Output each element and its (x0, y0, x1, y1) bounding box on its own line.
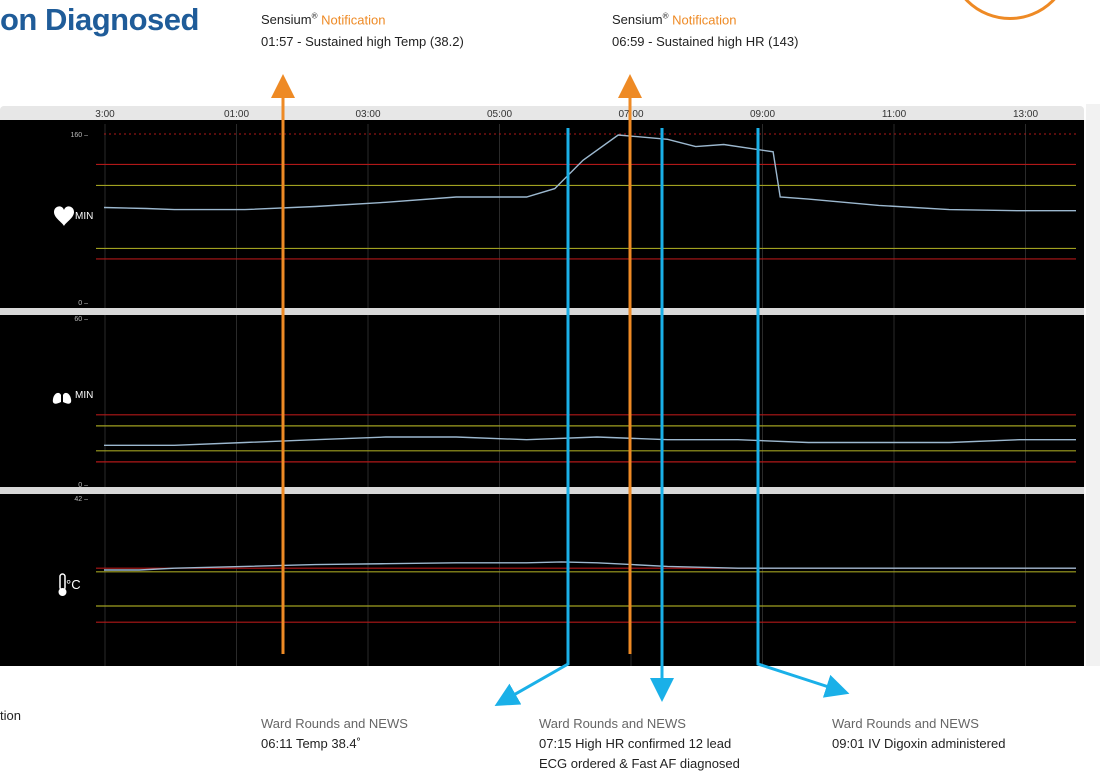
x-tick-label: 09:00 (750, 109, 775, 120)
ward-round-text: 09:01 IV Digoxin administered (832, 736, 1006, 751)
notification-keyword: Notification (672, 12, 737, 28)
vital-trace (103, 134, 1076, 212)
ward-round-text: 06:11 Temp 38.4˚ (261, 736, 361, 751)
ward-round-2: Ward Rounds and NEWS 07:15 High HR confi… (539, 714, 740, 774)
ward-round-text: ECG ordered & Fast AF diagnosed (539, 756, 740, 771)
y-max-label: 60 – (74, 316, 88, 323)
ward-round-title: Ward Rounds and NEWS (539, 716, 686, 731)
ward-round-1: Ward Rounds and NEWS 06:11 Temp 38.4˚ (261, 714, 408, 754)
y-max-label: 160 – (70, 132, 88, 139)
x-tick-label: 03:00 (355, 109, 380, 120)
ward-round-text: 07:15 High HR confirmed 12 lead (539, 736, 732, 751)
notification-brand: Sensium® (261, 12, 318, 28)
x-tick-label: 3:00 (95, 109, 115, 120)
x-tick-label: 07:00 (618, 109, 643, 120)
temp-unit-label: °C (66, 577, 81, 592)
ward-round-title: Ward Rounds and NEWS (261, 716, 408, 731)
ward-round-3: Ward Rounds and NEWS 09:01 IV Digoxin ad… (832, 714, 1005, 754)
hr-unit-label: MIN (75, 211, 93, 222)
x-tick-label: 05:00 (487, 109, 512, 120)
y-min-label: 0 – (78, 482, 88, 489)
vital-trace (104, 436, 1076, 446)
x-tick-label: 11:00 (882, 109, 907, 120)
y-min-label: 0 – (78, 300, 88, 307)
ward-round-title: Ward Rounds and NEWS (832, 716, 979, 731)
notification-text: 06:59 - Sustained high HR (143) (612, 34, 799, 50)
notification-text: 01:57 - Sustained high Temp (38.2) (261, 34, 464, 50)
x-tick-label: 13:00 (1013, 109, 1038, 120)
left-cut-text: tion (0, 708, 21, 723)
panel-1: 60 – 0 – (74, 308, 1076, 490)
sensium-notification-1: Sensium® Notification 01:57 - Sustained … (261, 6, 464, 53)
rr-unit-label: MIN (75, 390, 93, 401)
thermometer-icon (58, 573, 67, 596)
vital-signs-monitor: 3:00 01:00 03:00 05:00 07:00 09:00 11:00 13:00 … (0, 104, 1100, 666)
notification-brand: Sensium® (612, 12, 669, 28)
y-max-label: 42 – (74, 496, 88, 503)
notification-keyword: Notification (321, 12, 386, 28)
orange-ring-decoration (948, 0, 1072, 20)
lungs-icon (52, 389, 72, 404)
sensium-notification-2: Sensium® Notification 06:59 - Sustained … (612, 6, 798, 53)
x-tick-label: 01:00 (224, 109, 249, 120)
page-title: on Diagnosed (0, 2, 199, 37)
heart-icon (54, 206, 74, 226)
